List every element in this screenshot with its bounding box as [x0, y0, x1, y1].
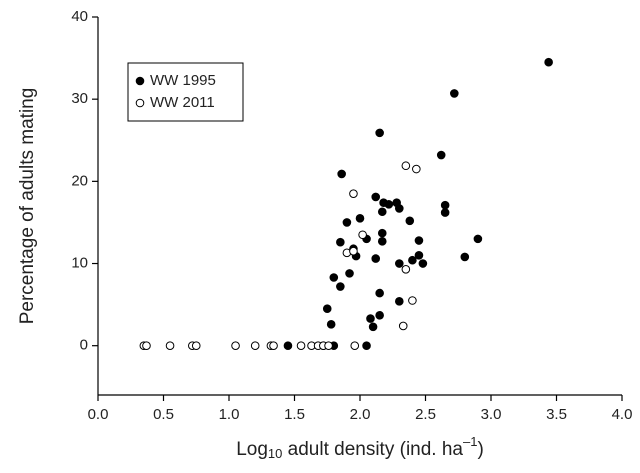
point — [405, 216, 415, 226]
point — [460, 252, 470, 262]
point — [377, 228, 387, 238]
point — [401, 161, 411, 171]
point — [250, 341, 260, 350]
point — [345, 269, 354, 278]
y-tick-label: 0 — [80, 337, 88, 354]
x-tick-label: 3.5 — [546, 406, 567, 423]
point — [322, 304, 332, 314]
point — [324, 341, 333, 350]
point — [329, 273, 339, 282]
point — [350, 341, 360, 350]
point — [326, 320, 336, 329]
legend-box — [127, 62, 244, 122]
point — [231, 341, 240, 350]
point — [395, 204, 404, 213]
point — [358, 230, 367, 240]
point — [296, 341, 306, 350]
point — [366, 314, 375, 323]
y-tick-label: 20 — [71, 172, 88, 189]
point — [395, 297, 404, 306]
point — [440, 200, 450, 210]
x-tick-label: 4.0 — [612, 406, 633, 423]
x-tick-label: 0.5 — [153, 406, 174, 423]
point — [269, 341, 278, 350]
point — [283, 341, 293, 350]
point — [473, 234, 483, 244]
point — [191, 341, 201, 350]
x-tick-label: 2.5 — [415, 406, 436, 423]
point — [418, 259, 428, 268]
point — [408, 255, 417, 265]
point — [436, 150, 446, 160]
point — [375, 310, 384, 320]
point — [377, 237, 387, 246]
legend-marker — [135, 76, 145, 86]
point — [450, 89, 459, 98]
point — [371, 254, 381, 263]
point — [377, 207, 387, 217]
point — [395, 259, 404, 268]
point — [401, 264, 411, 274]
x-tick-label: 3.0 — [481, 406, 502, 423]
y-tick-label: 30 — [71, 90, 88, 107]
point — [355, 214, 365, 223]
point — [336, 237, 345, 247]
point — [362, 341, 371, 350]
x-tick-label: 0.0 — [88, 406, 109, 423]
legend-label: WW 2011 — [150, 94, 215, 111]
x-tick-label: 2.0 — [350, 406, 371, 423]
point — [375, 128, 384, 138]
point — [342, 218, 352, 227]
point — [349, 246, 358, 256]
y-tick-label: 40 — [71, 8, 88, 25]
point — [398, 321, 408, 331]
legend-marker — [135, 98, 145, 108]
point — [142, 341, 151, 350]
y-axis-label: Percentage of adults mating — [17, 88, 38, 325]
point — [371, 192, 381, 202]
point — [412, 164, 421, 174]
point — [337, 169, 346, 179]
x-tick-label: 1.0 — [219, 406, 240, 423]
point — [368, 322, 378, 332]
x-tick-label: 1.5 — [284, 406, 305, 423]
point — [544, 57, 553, 67]
point — [414, 251, 424, 260]
point — [336, 282, 345, 291]
point — [414, 236, 424, 245]
point — [384, 200, 394, 209]
x-axis-label: Log10 adult density (ind. ha–1) — [236, 434, 484, 461]
legend-label: WW 1995 — [150, 72, 216, 89]
point — [165, 341, 175, 350]
point — [408, 296, 417, 305]
point — [375, 288, 384, 298]
y-tick-label: 10 — [71, 254, 88, 271]
point — [349, 189, 358, 198]
point — [440, 208, 450, 217]
